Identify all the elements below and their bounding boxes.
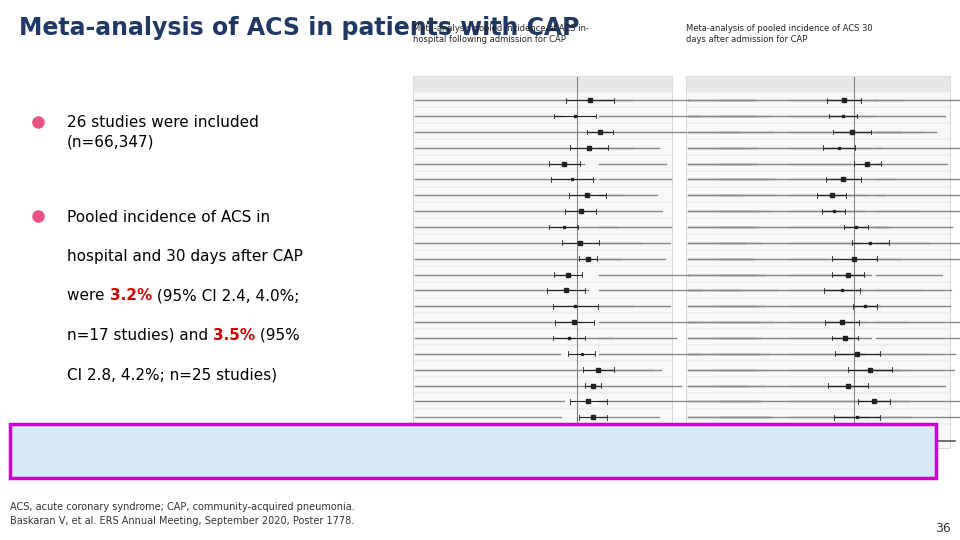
Text: 0: 0 [834, 440, 837, 444]
Text: n=17 studies) and: n=17 studies) and [67, 328, 213, 343]
Text: Pooled incidence of ACS in: Pooled incidence of ACS in [67, 210, 271, 225]
Text: 0: 0 [558, 440, 561, 444]
Text: Meta-analysis of ACS in patients with CAP: Meta-analysis of ACS in patients with CA… [19, 16, 580, 40]
Text: 26 studies were included
(n=66,347): 26 studies were included (n=66,347) [67, 115, 259, 150]
Polygon shape [560, 435, 594, 447]
Text: 3.5%: 3.5% [213, 328, 255, 343]
Polygon shape [837, 435, 872, 447]
Text: Meta-analysis of CAP studies showed a similar increased incidence of ACS in hosp: Meta-analysis of CAP studies showed a si… [24, 431, 719, 462]
Text: (95%: (95% [255, 328, 300, 343]
Text: -0.2: -0.2 [808, 440, 818, 444]
Text: -0.2: -0.2 [533, 440, 542, 444]
Text: ACS, acute coronary syndrome; CAP, community-acquired pneumonia.
Baskaran V, ​et: ACS, acute coronary syndrome; CAP, commu… [10, 502, 354, 526]
Text: 0.4: 0.4 [591, 440, 599, 444]
Text: 0.2: 0.2 [573, 440, 581, 444]
Text: In-hospital ACS: In-hospital ACS [485, 462, 600, 475]
Text: CI 2.8, 4.2%; n=25 studies): CI 2.8, 4.2%; n=25 studies) [67, 367, 277, 382]
Text: 3.2%: 3.2% [109, 288, 152, 303]
Text: 30-day ACS: 30-day ACS [776, 462, 861, 475]
FancyBboxPatch shape [686, 76, 950, 448]
FancyBboxPatch shape [413, 76, 672, 448]
Text: hospital and 30 days after CAP: hospital and 30 days after CAP [67, 249, 303, 264]
Text: Meta-analysis pooled incidence of ACS in-
hospital following admission for CAP: Meta-analysis pooled incidence of ACS in… [413, 24, 588, 44]
Text: were: were [67, 288, 109, 303]
Text: 0.2: 0.2 [851, 440, 858, 444]
FancyBboxPatch shape [10, 424, 936, 478]
Text: Meta-analysis of pooled incidence of ACS 30
days after admission for CAP: Meta-analysis of pooled incidence of ACS… [686, 24, 873, 44]
Text: 0.4: 0.4 [869, 440, 876, 444]
Text: 36: 36 [935, 522, 950, 535]
Text: (95% CI 2.4, 4.0%;: (95% CI 2.4, 4.0%; [152, 288, 300, 303]
